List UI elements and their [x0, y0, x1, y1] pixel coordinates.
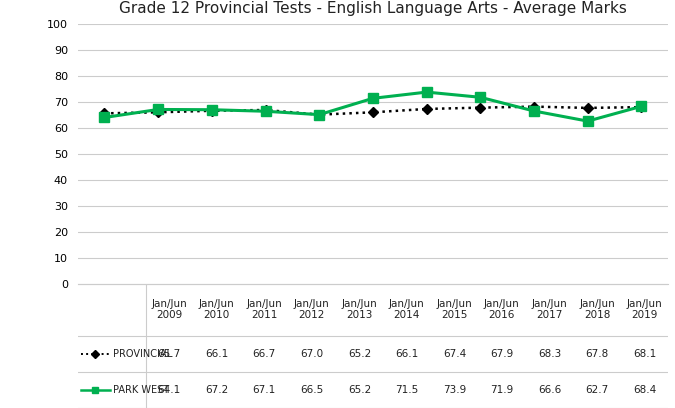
Text: 66.1: 66.1: [205, 349, 228, 359]
Text: 67.9: 67.9: [490, 349, 514, 359]
Text: Jan/Jun
2015: Jan/Jun 2015: [437, 299, 472, 321]
Text: 71.9: 71.9: [490, 385, 514, 395]
Text: 67.8: 67.8: [585, 349, 609, 359]
Text: 68.4: 68.4: [633, 385, 656, 395]
Title: Grade 12 Provincial Tests - English Language Arts - Average Marks: Grade 12 Provincial Tests - English Lang…: [119, 1, 627, 16]
Text: Jan/Jun
2011: Jan/Jun 2011: [246, 299, 282, 321]
Text: Jan/Jun
2013: Jan/Jun 2013: [342, 299, 377, 321]
Text: 65.7: 65.7: [158, 349, 181, 359]
Text: 67.4: 67.4: [443, 349, 466, 359]
Text: Jan/Jun
2010: Jan/Jun 2010: [199, 299, 235, 321]
Text: 66.5: 66.5: [300, 385, 323, 395]
Text: 65.2: 65.2: [348, 349, 371, 359]
Text: Jan/Jun
2014: Jan/Jun 2014: [389, 299, 425, 321]
Text: Jan/Jun
2018: Jan/Jun 2018: [579, 299, 615, 321]
Text: 66.1: 66.1: [396, 349, 418, 359]
Text: 64.1: 64.1: [158, 385, 181, 395]
Text: 67.1: 67.1: [252, 385, 276, 395]
Text: 67.0: 67.0: [300, 349, 323, 359]
Text: Jan/Jun
2012: Jan/Jun 2012: [294, 299, 329, 321]
Text: 71.5: 71.5: [396, 385, 418, 395]
Text: 67.2: 67.2: [205, 385, 228, 395]
Text: 65.2: 65.2: [348, 385, 371, 395]
Text: PROVINCIAL: PROVINCIAL: [113, 349, 172, 359]
Text: 66.7: 66.7: [252, 349, 276, 359]
Text: Jan/Jun
2009: Jan/Jun 2009: [151, 299, 187, 321]
Text: 62.7: 62.7: [585, 385, 609, 395]
Text: Jan/Jun
2017: Jan/Jun 2017: [532, 299, 567, 321]
Text: 68.3: 68.3: [538, 349, 561, 359]
Text: 68.1: 68.1: [633, 349, 656, 359]
Text: Jan/Jun
2016: Jan/Jun 2016: [484, 299, 520, 321]
Text: PARK WEST: PARK WEST: [113, 385, 169, 395]
Text: Jan/Jun
2019: Jan/Jun 2019: [626, 299, 662, 321]
Text: 66.6: 66.6: [538, 385, 561, 395]
Text: 73.9: 73.9: [443, 385, 466, 395]
